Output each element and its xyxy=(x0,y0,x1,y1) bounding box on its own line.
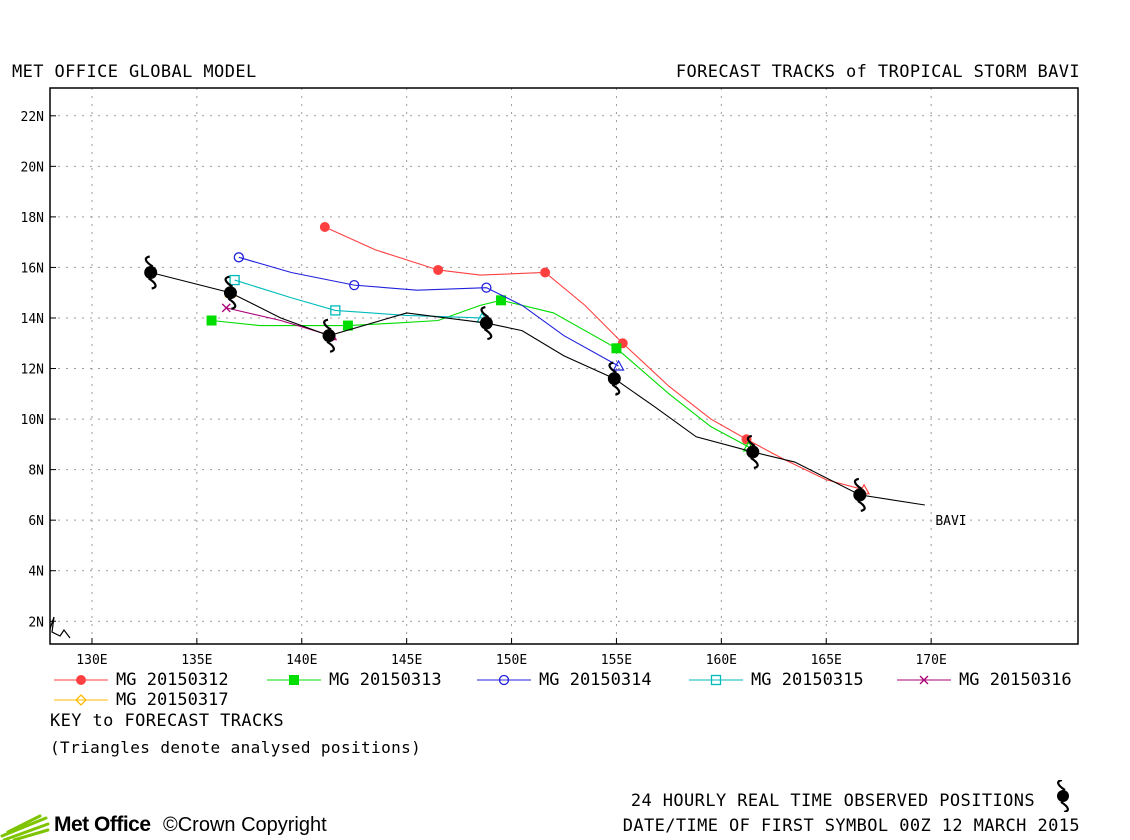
copyright-text: ©Crown Copyright xyxy=(163,814,327,836)
legend-marker xyxy=(289,675,299,685)
series-point-2 xyxy=(349,279,360,291)
x-tick-label: 155E xyxy=(601,653,632,668)
storm-icon xyxy=(479,305,493,341)
legend-key-note: (Triangles denote analysed positions) xyxy=(50,738,422,757)
storm-name-label: BAVI xyxy=(935,514,966,529)
series-point-1 xyxy=(342,320,353,331)
first-symbol-datetime: DATE/TIME OF FIRST SYMBOL 00Z 12 MARCH 2… xyxy=(622,816,1080,836)
legend-swatch xyxy=(54,675,108,685)
series-point-2 xyxy=(481,282,492,293)
chart-title: FORECAST TRACKS of TROPICAL STORM BAVI xyxy=(675,62,1080,82)
plot-border xyxy=(49,87,1079,645)
y-tick-label: 22N xyxy=(21,110,44,125)
legend-swatch xyxy=(897,675,951,685)
legend-marker xyxy=(75,694,87,706)
series-point-1 xyxy=(206,315,217,326)
series-point-0 xyxy=(433,264,444,275)
y-tick-label: 10N xyxy=(21,413,44,428)
storm-icon xyxy=(746,434,760,470)
legend-swatch xyxy=(477,674,531,686)
y-tick-label: 12N xyxy=(21,363,44,378)
y-tick-label: 4N xyxy=(28,565,44,580)
plot-area xyxy=(50,88,1078,644)
series-point-0 xyxy=(540,267,551,278)
y-tick-label: 16N xyxy=(21,261,44,276)
track-chart: 130E 135E 140E 145E 150E 155E 160E 165E 170E 2N 4N… xyxy=(21,87,1079,668)
coastline xyxy=(49,616,71,639)
analysed-position-2 xyxy=(612,359,625,371)
x-tick-label: 160E xyxy=(706,653,737,668)
met-office-logo-icon xyxy=(0,814,50,840)
x-tick-label: 145E xyxy=(391,653,422,668)
met-office-wordmark: Met Office xyxy=(54,813,151,836)
chart-legend: MG 20150312 MG 20150313 MG 20150314 MG 2015… xyxy=(0,670,1130,710)
legend-swatch xyxy=(54,694,108,706)
chart-subtitle-model: MET OFFICE GLOBAL MODEL xyxy=(12,62,257,82)
series-point-1 xyxy=(611,343,622,354)
legend-marker xyxy=(76,675,86,685)
y-tick-label: 14N xyxy=(21,312,44,327)
x-tick-label: 140E xyxy=(286,653,317,668)
series-line-2 xyxy=(238,256,619,367)
legend-label: MG 20150313 xyxy=(329,670,442,690)
series-point-2 xyxy=(233,252,244,263)
y-tick-label: 8N xyxy=(28,464,44,479)
y-tick-label: 18N xyxy=(21,211,44,226)
legend-marker xyxy=(710,674,722,686)
observed-track-line xyxy=(150,271,925,506)
observed-positions-note: 24 HOURLY REAL TIME OBSERVED POSITIONS xyxy=(630,791,1035,811)
storm-icon xyxy=(223,275,237,310)
legend-label: MG 20150314 xyxy=(539,670,652,690)
x-tick-label: 170E xyxy=(915,653,946,668)
storm-icon xyxy=(322,318,336,353)
x-tick-label: 130E xyxy=(76,653,107,668)
series-point-3 xyxy=(330,305,341,316)
legend-label: MG 20150317 xyxy=(116,690,229,710)
y-tick-label: 6N xyxy=(28,514,44,529)
legend-marker xyxy=(498,674,510,686)
x-tick-label: 150E xyxy=(496,653,527,668)
series-point-4 xyxy=(221,303,231,313)
storm-icon xyxy=(144,255,158,290)
series-point-3 xyxy=(229,274,240,286)
storm-icon xyxy=(1057,780,1069,812)
series-point-1 xyxy=(496,295,507,306)
legend-label: MG 20150316 xyxy=(959,670,1072,690)
storm-icon xyxy=(607,361,621,396)
legend-key-title: KEY to FORECAST TRACKS xyxy=(50,711,284,731)
legend-swatch xyxy=(267,675,321,685)
legend-label: MG 20150315 xyxy=(751,670,864,690)
legend-label: MG 20150312 xyxy=(116,670,229,690)
y-tick-label: 2N xyxy=(28,615,44,630)
y-tick-label: 20N xyxy=(21,160,44,175)
x-tick-label: 165E xyxy=(811,653,842,668)
legend-swatch xyxy=(689,674,743,686)
series-point-0 xyxy=(319,222,330,232)
storm-icon xyxy=(853,477,867,512)
legend-marker xyxy=(919,675,929,685)
x-tick-label: 135E xyxy=(181,653,212,668)
